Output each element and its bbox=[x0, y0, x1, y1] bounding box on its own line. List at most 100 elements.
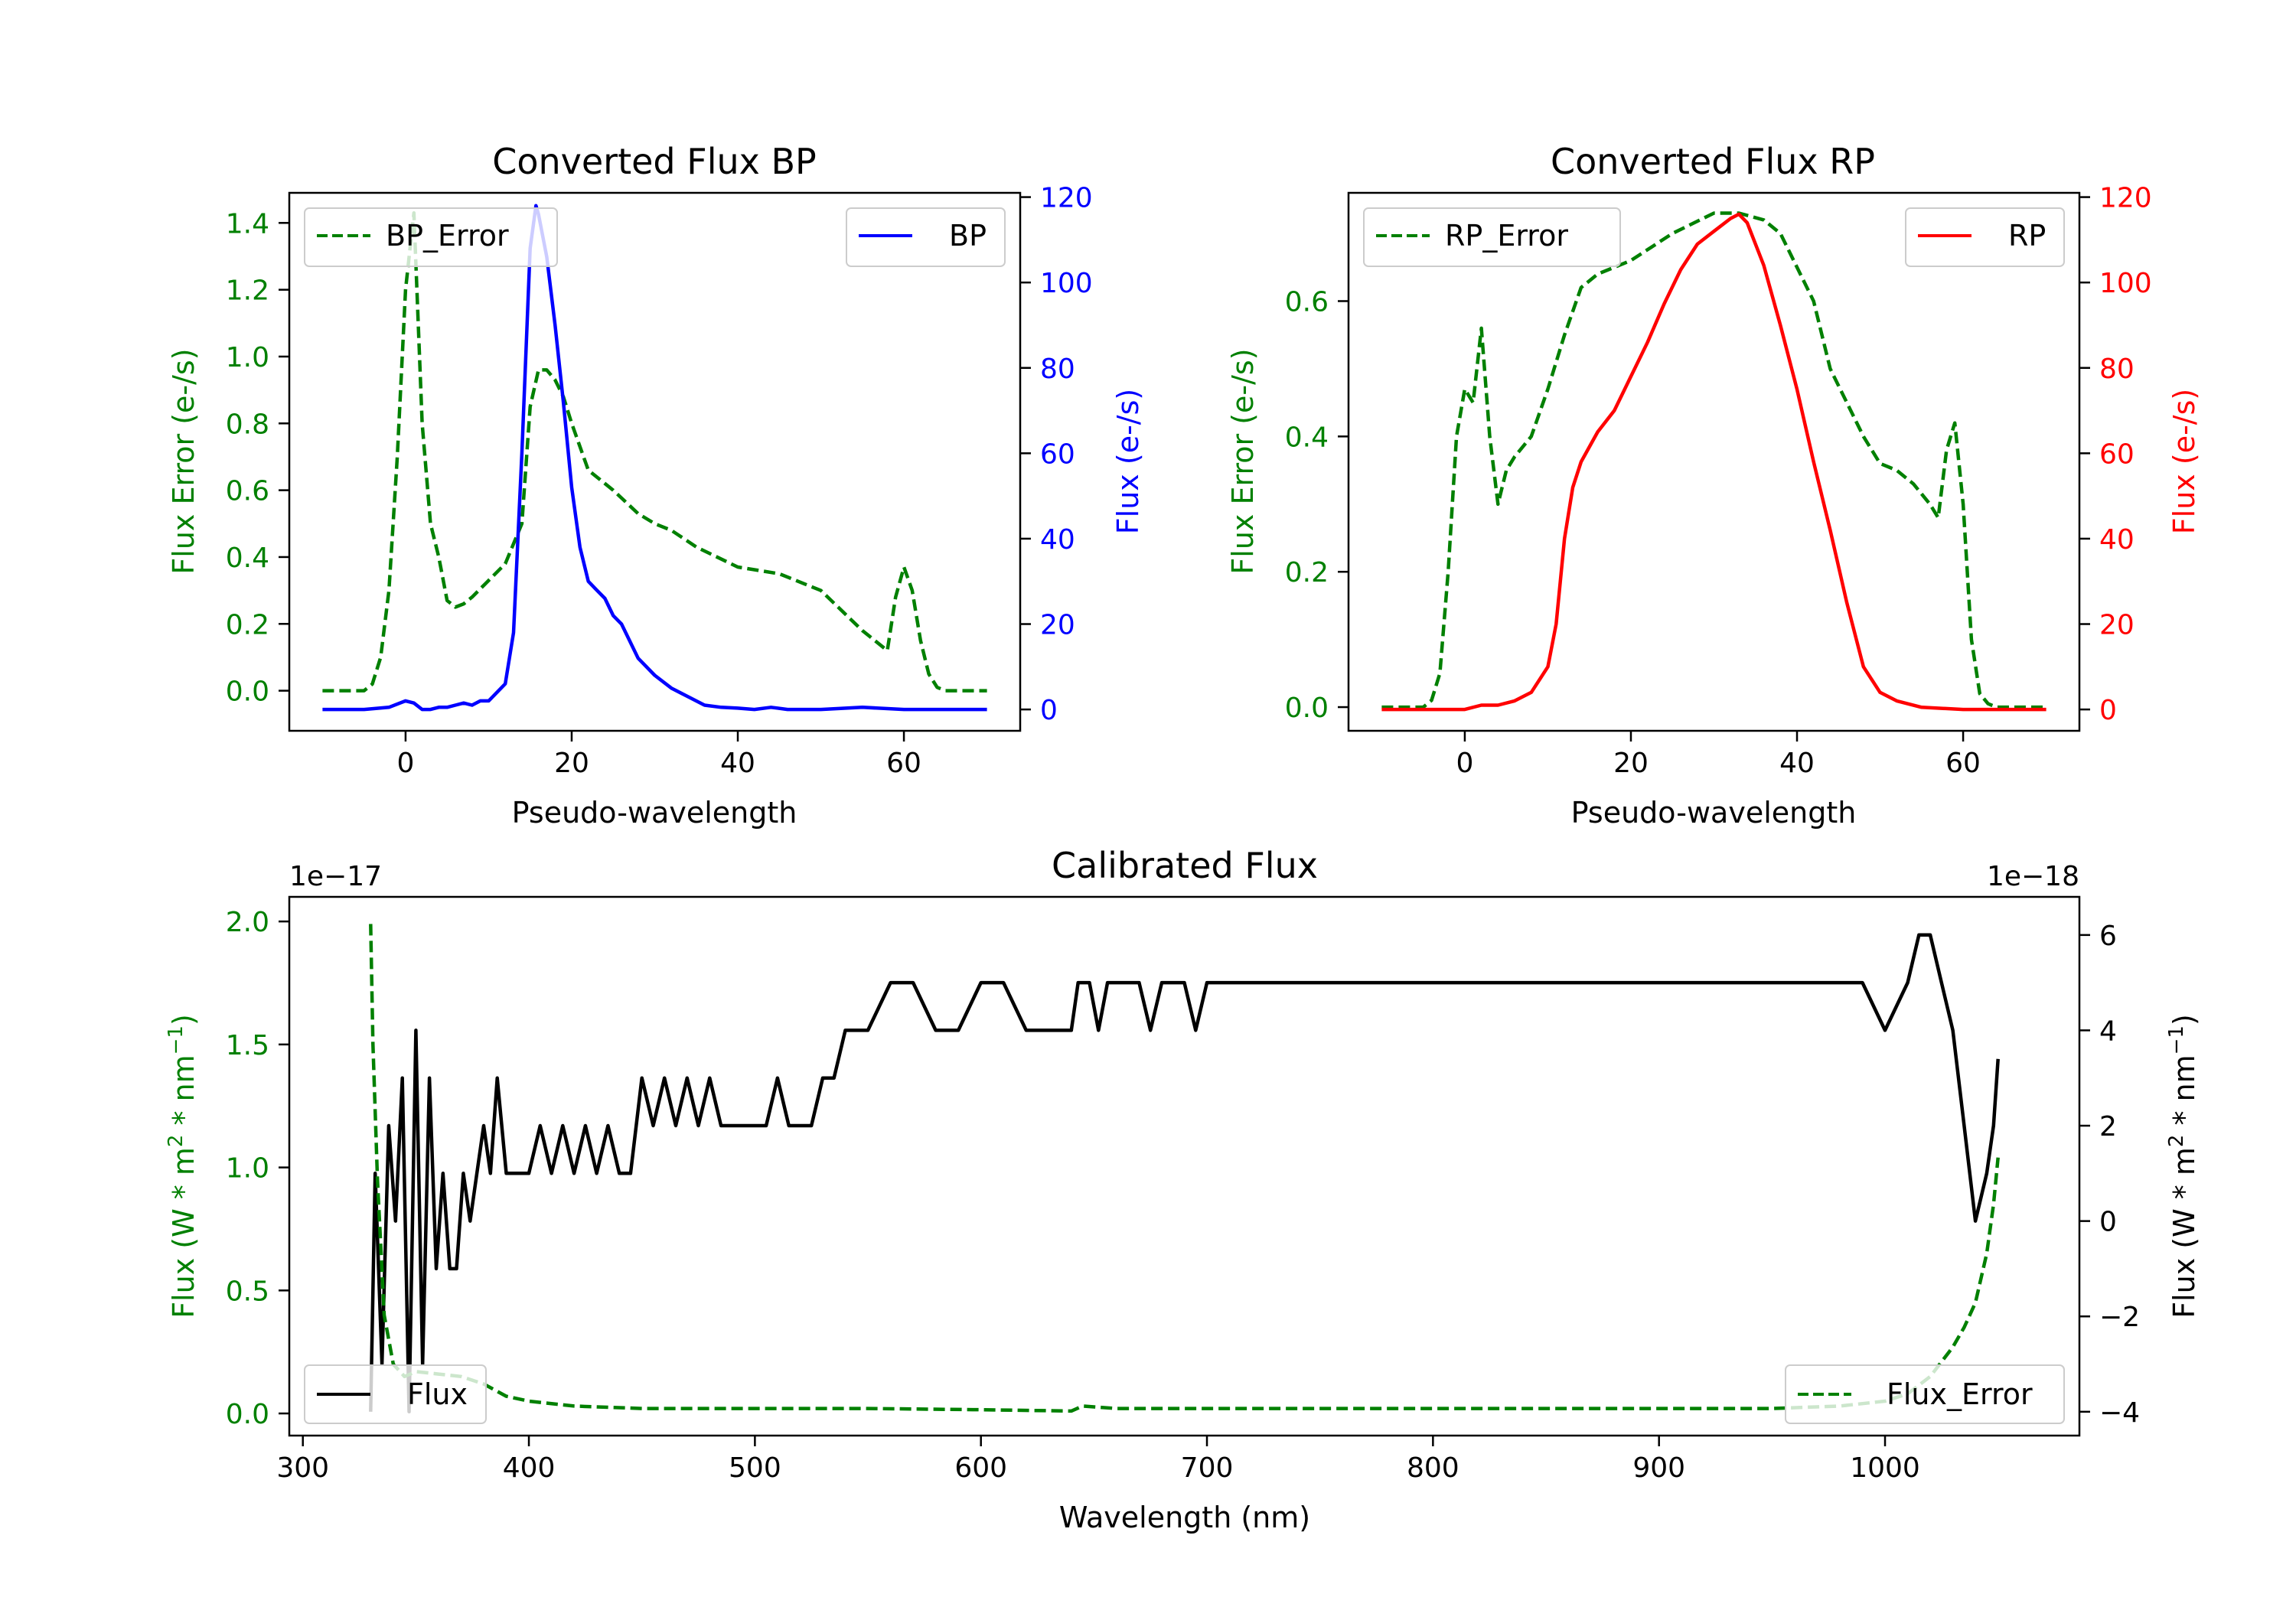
y-right-tick-label: 40 bbox=[1040, 524, 1075, 556]
panel-rp-ylabel-left: Flux Error (e-/s) bbox=[1226, 348, 1260, 574]
x-tick-label: 600 bbox=[954, 1452, 1007, 1484]
y-left-tick-label: 1.5 bbox=[226, 1030, 269, 1061]
panel-calibrated-offset-left: 1e−17 bbox=[289, 861, 382, 892]
y-left-tick-label: 0.0 bbox=[226, 1399, 269, 1430]
y-left-tick-label: 0.6 bbox=[1285, 286, 1329, 318]
legend-bp-flux-label: BP bbox=[949, 219, 987, 253]
panel-rp-left-axis: 0.0 0.2 0.4 0.6 bbox=[1285, 286, 1349, 724]
y-right-tick-label: 0 bbox=[2099, 695, 2117, 726]
y-left-tick-label: 1.0 bbox=[226, 342, 269, 373]
panel-bp-legend-flux: BP bbox=[846, 207, 1006, 267]
y-left-tick-label: 0.4 bbox=[1285, 422, 1329, 453]
y-right-tick-label: 80 bbox=[1040, 354, 1075, 385]
panel-calibrated-frame bbox=[288, 895, 2081, 1437]
y-right-tick-label: 60 bbox=[1040, 438, 1075, 470]
panel-bp-xlabel: Pseudo-wavelength bbox=[512, 796, 797, 830]
panel-rp: Converted Flux RP 0 20 40 60 0.0 0.2 0.4 0.6 0… bbox=[1226, 141, 2201, 830]
legend-calibrated-flux-label: Flux bbox=[407, 1377, 468, 1411]
x-tick-label: 60 bbox=[886, 748, 921, 779]
y-left-tick-label: 0.2 bbox=[1285, 557, 1329, 588]
legend-calibrated-error-label: Flux_Error bbox=[1887, 1377, 2033, 1411]
legend-rp-flux-label: RP bbox=[2008, 219, 2046, 253]
x-tick-label: 40 bbox=[720, 748, 755, 779]
y-right-tick-label: 120 bbox=[1040, 183, 1093, 214]
panel-calibrated-xlabel: Wavelength (nm) bbox=[1059, 1501, 1310, 1534]
panel-calibrated-left-axis: 0.0 0.5 1.0 1.5 2.0 bbox=[226, 907, 289, 1430]
panel-calibrated-title: Calibrated Flux bbox=[1052, 845, 1318, 886]
y-right-tick-label: 20 bbox=[1040, 610, 1075, 641]
y-right-tick-label: 40 bbox=[2099, 524, 2135, 556]
panel-rp-x-axis: 0 20 40 60 bbox=[1456, 731, 1981, 779]
legend-bp-error-label: BP_Error bbox=[386, 219, 509, 253]
panel-bp-right-axis: 0 20 40 60 80 100 120 bbox=[1020, 183, 1093, 726]
panel-bp-frame bbox=[288, 191, 1022, 732]
y-left-tick-label: 0.5 bbox=[226, 1276, 269, 1307]
y-right-tick-label: 20 bbox=[2099, 610, 2135, 641]
panel-rp-plot-area bbox=[1381, 211, 2047, 712]
panel-rp-right-axis: 0 20 40 60 80 100 120 bbox=[2079, 183, 2152, 726]
y-right-tick-label: 0 bbox=[2099, 1207, 2117, 1238]
x-tick-label: 40 bbox=[1779, 748, 1815, 779]
y-right-tick-label: 2 bbox=[2099, 1111, 2117, 1143]
y-right-tick-label: −2 bbox=[2099, 1302, 2140, 1333]
panel-calibrated-legend-error: Flux_Error bbox=[1785, 1364, 2065, 1424]
x-tick-label: 900 bbox=[1632, 1452, 1685, 1484]
y-left-tick-label: 0.6 bbox=[226, 476, 269, 507]
x-tick-label: 20 bbox=[554, 748, 589, 779]
panel-bp-x-axis: 0 20 40 60 bbox=[396, 731, 921, 779]
y-left-tick-label: 0.0 bbox=[1285, 693, 1329, 724]
x-tick-label: 1000 bbox=[1850, 1452, 1920, 1484]
y-left-tick-label: 0.0 bbox=[226, 676, 269, 708]
panel-rp-ylabel-right: Flux (e-/s) bbox=[2167, 389, 2201, 534]
legend-rp-error-label: RP_Error bbox=[1445, 219, 1568, 253]
y-right-tick-label: 80 bbox=[2099, 354, 2135, 385]
y-right-tick-label: −4 bbox=[2099, 1397, 2140, 1429]
series-line-rp-1 bbox=[1381, 212, 2047, 712]
series-line-bp-0 bbox=[322, 204, 987, 712]
panel-bp-legend-error: BP_Error bbox=[304, 207, 558, 267]
panel-rp-legend-error: RP_Error bbox=[1363, 207, 1621, 267]
panel-calibrated-x-axis: 300 400 500 600 700 800 900 1000 bbox=[276, 1436, 1920, 1484]
x-tick-label: 800 bbox=[1407, 1452, 1459, 1484]
panel-rp-legend-flux: RP bbox=[1905, 207, 2065, 267]
y-right-tick-label: 0 bbox=[1040, 695, 1058, 726]
y-left-tick-label: 0.2 bbox=[226, 609, 269, 641]
y-left-tick-label: 1.0 bbox=[226, 1153, 269, 1185]
panel-calibrated-offset-right: 1e−18 bbox=[1987, 861, 2079, 892]
panel-rp-title: Converted Flux RP bbox=[1551, 141, 1875, 182]
x-tick-label: 0 bbox=[396, 748, 414, 779]
panel-calibrated-legend-flux: Flux bbox=[304, 1364, 487, 1424]
y-right-tick-label: 4 bbox=[2099, 1015, 2117, 1047]
x-tick-label: 700 bbox=[1181, 1452, 1234, 1484]
y-right-tick-label: 60 bbox=[2099, 438, 2135, 470]
panel-bp-title: Converted Flux BP bbox=[492, 141, 817, 182]
x-tick-label: 300 bbox=[276, 1452, 329, 1484]
panel-bp-left-axis: 0.0 0.2 0.4 0.6 0.8 1.0 1.2 1.4 bbox=[226, 208, 289, 708]
x-tick-label: 60 bbox=[1945, 748, 1981, 779]
panel-calibrated-right-axis: −4 −2 0 2 4 6 bbox=[2079, 921, 2140, 1429]
series-line-rp-error-1 bbox=[1381, 211, 2047, 709]
y-left-tick-label: 2.0 bbox=[226, 907, 269, 938]
panel-bp-ylabel-left: Flux Error (e-/s) bbox=[167, 348, 201, 574]
y-right-tick-label: 6 bbox=[2099, 921, 2117, 952]
panel-bp: Converted Flux BP 0 20 40 60 0.00.20.40.60.… bbox=[167, 141, 1145, 830]
panel-rp-xlabel: Pseudo-wavelength bbox=[1571, 796, 1857, 830]
y-left-tick-label: 1.4 bbox=[226, 208, 269, 240]
panel-bp-ylabel-right: Flux (e-/s) bbox=[1111, 389, 1145, 534]
y-left-tick-label: 0.4 bbox=[226, 543, 269, 574]
x-tick-label: 0 bbox=[1456, 748, 1473, 779]
panel-calibrated-ylabel-right: Flux (W * m2 * nm−1) bbox=[2165, 1014, 2201, 1319]
y-left-tick-label: 1.2 bbox=[226, 275, 269, 307]
series-line-flux-2 bbox=[369, 933, 2000, 1414]
x-tick-label: 400 bbox=[503, 1452, 556, 1484]
x-tick-label: 20 bbox=[1613, 748, 1649, 779]
x-tick-label: 500 bbox=[729, 1452, 781, 1484]
panel-rp-frame bbox=[1347, 191, 2081, 732]
y-left-tick-label: 0.8 bbox=[226, 409, 269, 440]
y-right-tick-label: 100 bbox=[2099, 268, 2152, 299]
y-right-tick-label: 120 bbox=[2099, 183, 2152, 214]
panel-calibrated: Calibrated Flux 1e−17 1e−18 300 400 500 600… bbox=[165, 845, 2201, 1534]
panel-calibrated-ylabel-left: Flux (W * m2 * nm−1) bbox=[165, 1014, 201, 1319]
y-right-tick-label: 100 bbox=[1040, 268, 1093, 299]
